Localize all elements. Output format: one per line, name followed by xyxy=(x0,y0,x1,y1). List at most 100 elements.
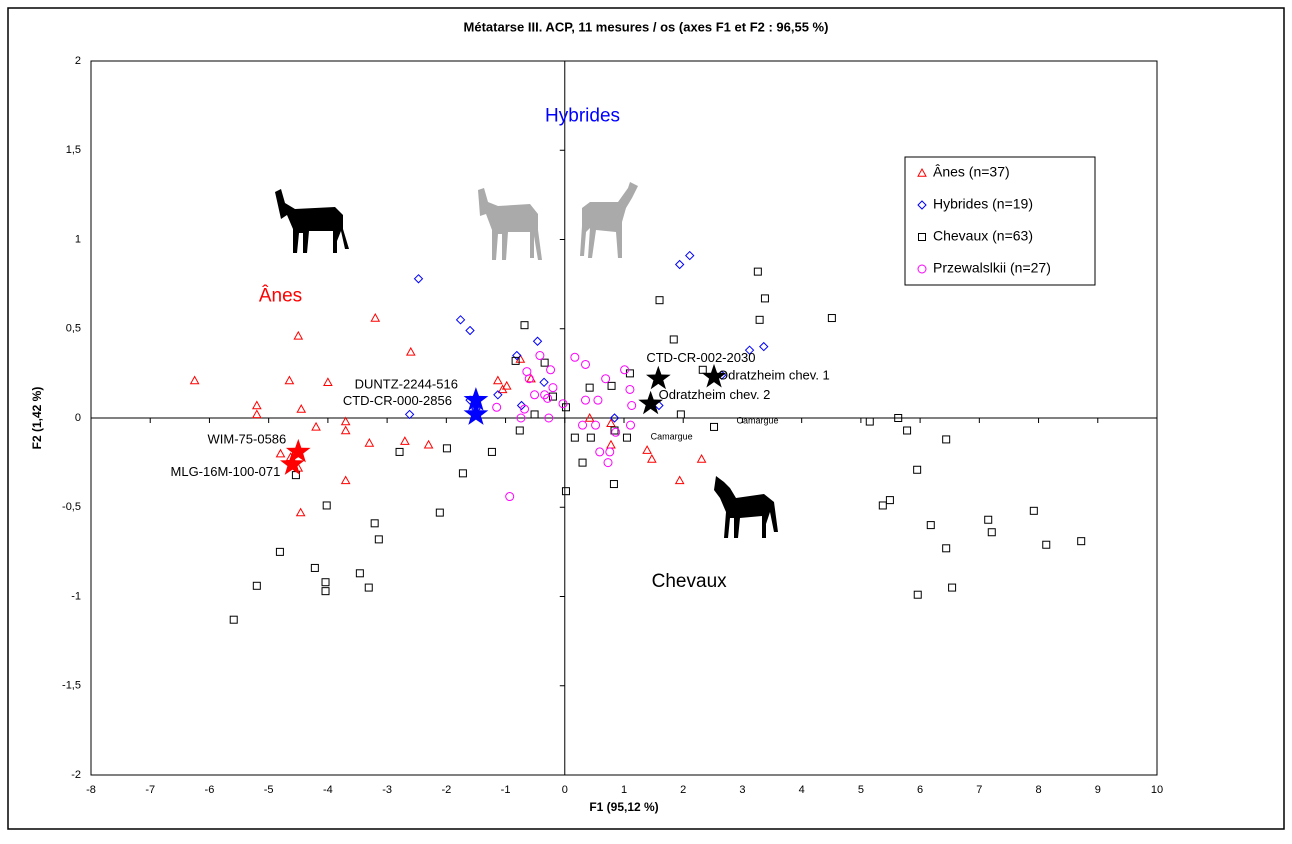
point xyxy=(561,487,570,496)
point xyxy=(544,413,554,423)
point xyxy=(435,508,444,517)
point xyxy=(370,313,381,322)
legend-label: Chevaux (n=63) xyxy=(933,228,1033,244)
point xyxy=(942,435,951,444)
point xyxy=(646,454,657,463)
point xyxy=(676,410,685,419)
point xyxy=(370,519,379,528)
point xyxy=(505,492,515,502)
x-tick-label: -4 xyxy=(323,784,333,796)
point xyxy=(570,352,580,362)
point xyxy=(581,395,591,405)
point xyxy=(492,402,502,412)
point xyxy=(581,359,591,369)
point xyxy=(1042,540,1051,549)
point xyxy=(497,384,508,394)
point xyxy=(532,336,543,346)
point xyxy=(1077,537,1086,546)
point xyxy=(894,414,903,422)
point xyxy=(540,390,550,400)
point xyxy=(400,436,410,445)
point xyxy=(516,413,526,423)
x-tick-label: 2 xyxy=(680,784,686,796)
highlight-label: DUNTZ-2244-516 xyxy=(355,377,458,392)
point xyxy=(548,383,558,393)
point xyxy=(323,377,333,386)
x-tick-label: -6 xyxy=(205,784,215,796)
highlight-label: CTD-CR-002-2030 xyxy=(646,350,755,365)
x-tick-label: 3 xyxy=(739,784,745,796)
point xyxy=(642,445,652,454)
point xyxy=(626,420,636,430)
y-axis-label: F2 (1,42 %) xyxy=(30,387,44,450)
point xyxy=(321,578,330,587)
x-tick-label: -3 xyxy=(382,784,392,796)
point xyxy=(627,401,637,411)
point xyxy=(465,325,475,336)
y-tick-label: 1,5 xyxy=(66,144,81,156)
legend-label: Przewalslkii (n=27) xyxy=(933,260,1051,276)
point xyxy=(340,475,351,485)
point xyxy=(586,433,595,442)
point xyxy=(609,413,620,423)
x-tick-label: -1 xyxy=(501,784,511,796)
point xyxy=(578,458,587,467)
group-label: Hybrides xyxy=(545,105,620,126)
highlight-star xyxy=(646,365,671,390)
point xyxy=(511,356,520,365)
point xyxy=(753,267,762,276)
point xyxy=(251,409,262,419)
point xyxy=(605,447,615,457)
point xyxy=(455,315,466,325)
point xyxy=(744,345,755,355)
point xyxy=(584,412,595,422)
point xyxy=(442,444,451,453)
point xyxy=(310,563,319,572)
point xyxy=(620,365,630,375)
x-tick-label: 6 xyxy=(917,784,923,796)
y-tick-label: -1,5 xyxy=(62,680,81,692)
x-axis-label: F1 (95,12 %) xyxy=(589,800,658,814)
highlight-star xyxy=(463,387,489,411)
point xyxy=(540,358,549,367)
hybrid-silhouettes xyxy=(478,182,638,260)
point xyxy=(395,447,404,456)
annotation: Camargue xyxy=(737,415,779,425)
chart-title: Métatarse III. ACP, 11 mesures / os (axe… xyxy=(464,19,829,34)
legend-marker xyxy=(918,233,926,241)
highlight-label: MLG-16M-100-071 xyxy=(171,464,281,479)
y-tick-label: -2 xyxy=(71,769,81,781)
x-tick-label: -5 xyxy=(264,784,274,796)
point xyxy=(493,390,503,400)
legend-marker xyxy=(917,167,927,177)
y-tick-label: 0,5 xyxy=(66,323,81,335)
point xyxy=(760,294,769,303)
point xyxy=(275,547,284,556)
point xyxy=(942,544,951,553)
point xyxy=(340,425,351,435)
point xyxy=(878,501,887,510)
point xyxy=(625,384,635,394)
point xyxy=(295,507,306,517)
point xyxy=(539,377,549,388)
point xyxy=(685,250,695,261)
highlight-label: Odratzheim chev. 2 xyxy=(659,387,771,402)
highlight-label: WIM-75-0586 xyxy=(208,431,287,446)
point xyxy=(948,583,957,592)
group-label: Ânes xyxy=(259,285,302,307)
point xyxy=(458,469,467,478)
point xyxy=(321,587,330,596)
point xyxy=(530,410,539,419)
donkey-silhouette xyxy=(275,189,349,253)
point xyxy=(423,439,434,449)
point xyxy=(913,465,922,474)
point xyxy=(493,375,503,385)
x-tick-label: 7 xyxy=(976,784,982,796)
x-tick-label: 1 xyxy=(621,784,627,796)
point xyxy=(595,447,605,457)
legend-label: Ânes (n=37) xyxy=(933,164,1010,180)
point xyxy=(340,416,351,426)
point xyxy=(189,375,200,385)
highlight-star xyxy=(285,438,311,463)
point xyxy=(585,383,594,392)
